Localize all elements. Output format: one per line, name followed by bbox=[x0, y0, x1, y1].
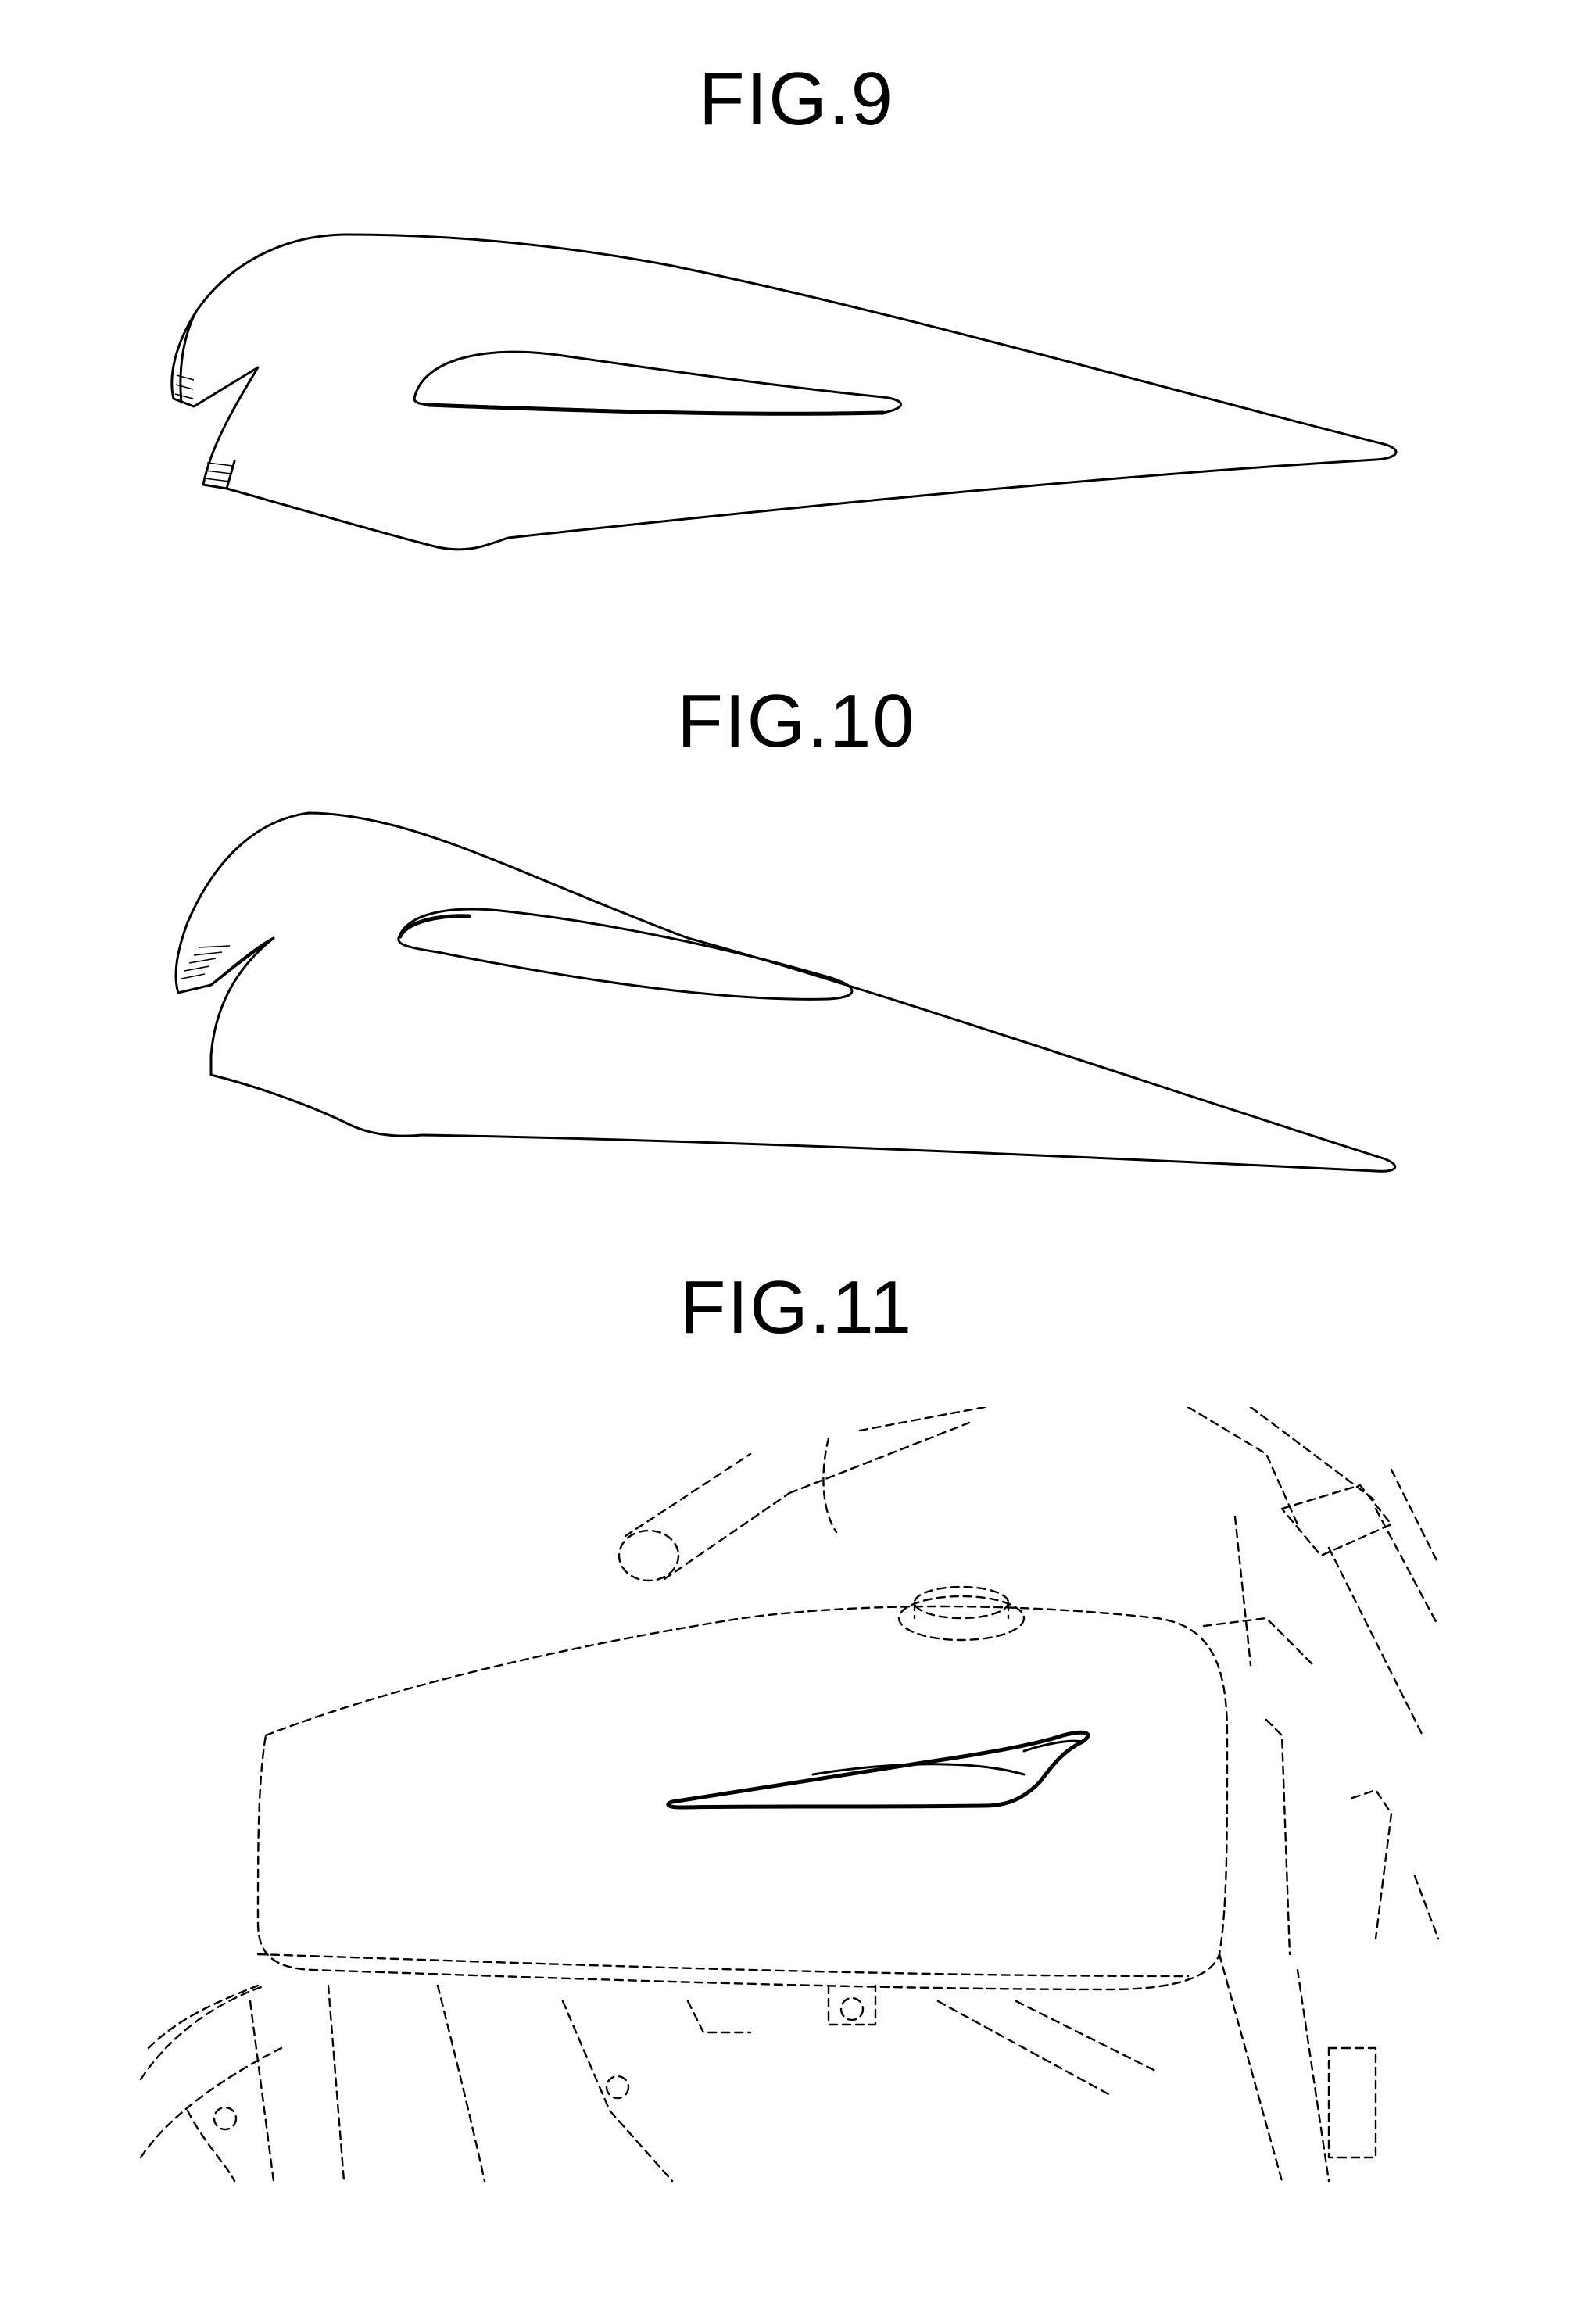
fig11-tank-emblem bbox=[668, 1732, 1088, 1807]
fig10-slot bbox=[399, 909, 852, 999]
figure-10-label: FIG.10 bbox=[0, 679, 1593, 765]
fig10-emblem-outline bbox=[176, 813, 1395, 1171]
fig9-slot bbox=[414, 352, 901, 414]
fig11-fuel-tank bbox=[258, 1606, 1227, 1989]
figure-9-drawing bbox=[0, 211, 1593, 586]
figure-11-drawing bbox=[0, 1407, 1593, 2189]
figure-10-drawing bbox=[0, 797, 1593, 1204]
fig9-emblem-outline bbox=[172, 235, 1396, 550]
fig11-fuel-cap bbox=[899, 1587, 1024, 1640]
fig9-slot-bevel bbox=[428, 405, 883, 414]
fig11-handlebar bbox=[619, 1407, 985, 1581]
figure-11-label: FIG.11 bbox=[0, 1265, 1593, 1351]
fig11-front-fork bbox=[1188, 1407, 1438, 1735]
fig10-slot-bevel bbox=[400, 916, 469, 936]
fig11-frame bbox=[141, 1720, 1438, 2181]
figure-9-label: FIG.9 bbox=[0, 56, 1593, 142]
